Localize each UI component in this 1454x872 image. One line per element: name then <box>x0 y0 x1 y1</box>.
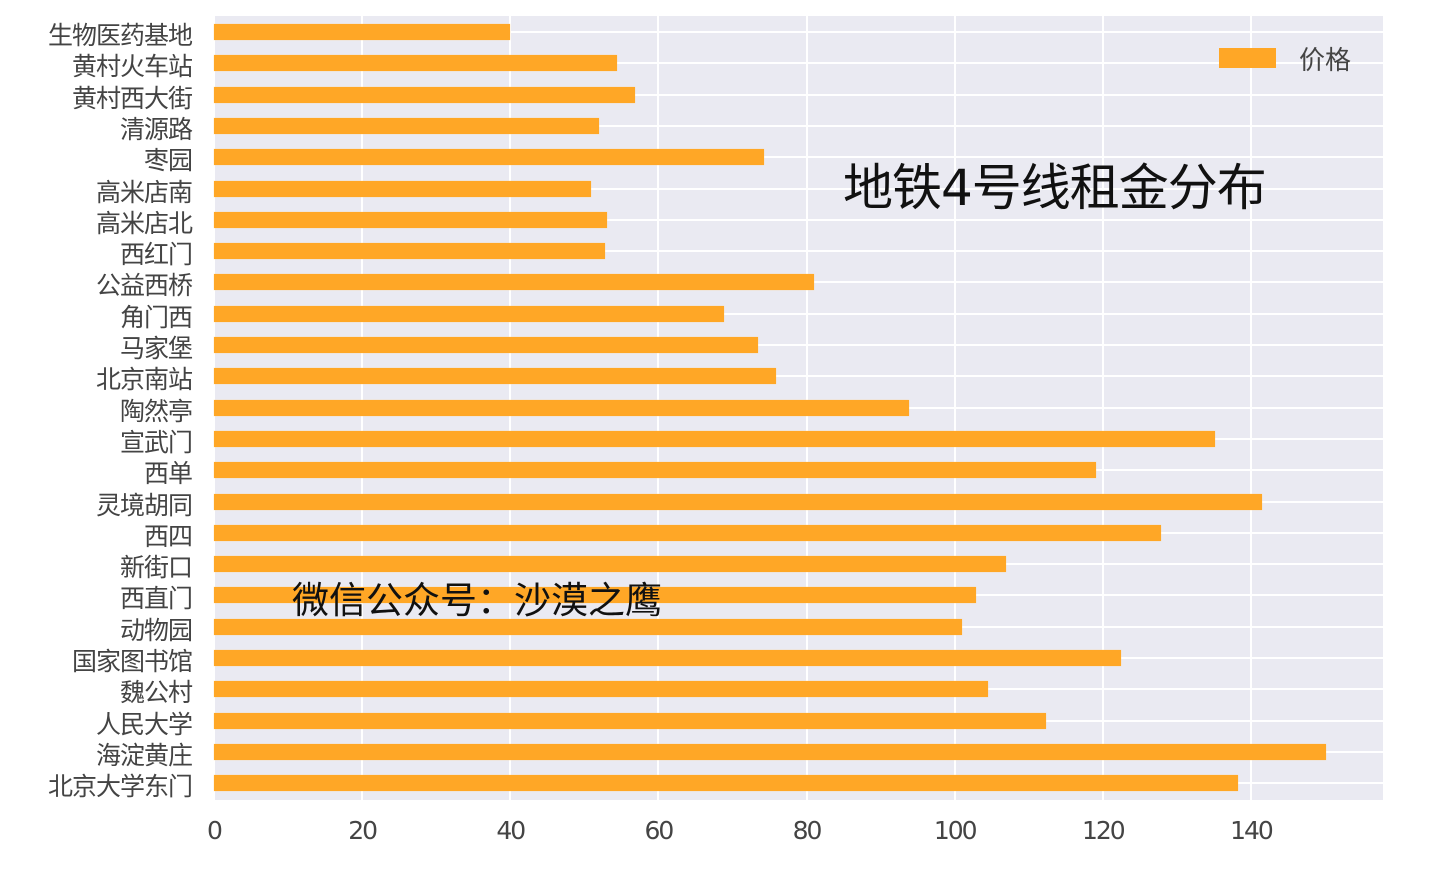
y-category-label: 北京大学东门 <box>47 772 193 802</box>
grid-line-horizontal <box>214 124 1383 127</box>
bar-23 <box>214 743 1326 760</box>
bar-20 <box>214 650 1122 666</box>
grid-line-horizontal <box>214 344 1383 346</box>
bar-11 <box>214 368 777 385</box>
grid-line-horizontal <box>214 156 1383 159</box>
y-category-label: 角门西 <box>119 302 193 332</box>
y-category-label: 北京南站 <box>95 365 193 395</box>
y-category-label: 西单 <box>143 459 193 489</box>
grid-line-horizontal <box>214 375 1383 378</box>
y-category-label: 海淀黄庄 <box>95 740 193 770</box>
y-category-label: 动物园 <box>119 615 193 645</box>
y-category-label: 灵境胡同 <box>95 490 193 520</box>
bar-4 <box>214 149 765 166</box>
bar-0 <box>214 24 511 40</box>
y-category-label: 黄村火车站 <box>71 52 193 82</box>
y-category-label: 新街口 <box>119 553 193 583</box>
bar-15 <box>214 493 1263 510</box>
x-tick-label: 120 <box>1081 816 1126 845</box>
y-category-label: 魏公村 <box>119 678 193 708</box>
bar-9 <box>214 305 725 322</box>
bar-2 <box>214 86 635 103</box>
x-tick-label: 0 <box>207 816 223 845</box>
bar-7 <box>214 243 606 260</box>
grid-line-horizontal <box>214 218 1383 221</box>
bar-14 <box>214 462 1097 479</box>
legend-label-price: 价格 <box>1299 46 1352 76</box>
grid-line-horizontal <box>214 31 1383 33</box>
x-tick-label: 20 <box>348 816 378 845</box>
bar-21 <box>214 681 989 698</box>
x-tick-label: 80 <box>792 816 823 845</box>
y-category-label: 国家图书馆 <box>71 647 193 676</box>
y-category-label: 生物医药基地 <box>47 21 193 50</box>
y-category-label: 宣武门 <box>119 427 193 457</box>
plot-area <box>213 16 1383 800</box>
y-category-label: 公益西桥 <box>95 271 193 301</box>
y-category-label: 陶然亭 <box>119 396 193 426</box>
watermark-text: 微信公众号：沙漠之鹰 <box>292 579 662 622</box>
y-category-label: 清源路 <box>119 114 193 144</box>
y-category-label: 枣园 <box>143 146 193 176</box>
y-category-label: 高米店北 <box>95 208 193 238</box>
grid-line-horizontal <box>214 93 1383 96</box>
y-category-label: 马家堡 <box>119 334 193 363</box>
x-tick-label: 100 <box>933 816 978 845</box>
bar-19 <box>214 618 963 635</box>
bar-13 <box>214 430 1215 447</box>
bar-17 <box>214 556 1006 573</box>
bar-1 <box>214 55 617 72</box>
grid-line-horizontal <box>214 62 1383 65</box>
x-tick-label: 140 <box>1230 816 1274 845</box>
y-category-label: 人民大学 <box>95 709 193 739</box>
grid-line-horizontal <box>214 312 1383 315</box>
y-category-label: 高米店南 <box>95 177 193 207</box>
y-category-label: 黄村西大街 <box>71 83 193 113</box>
legend-swatch-price <box>1219 48 1276 68</box>
x-tick-label: 40 <box>496 816 526 845</box>
bar-12 <box>214 399 909 416</box>
bar-10 <box>214 337 758 353</box>
bar-24 <box>214 775 1238 792</box>
grid-line-horizontal <box>214 187 1383 190</box>
bar-22 <box>214 712 1046 729</box>
bar-18 <box>214 587 977 604</box>
bar-6 <box>214 211 607 228</box>
bar-16 <box>214 524 1162 541</box>
y-category-label: 西红门 <box>119 240 193 270</box>
bar-8 <box>214 274 814 291</box>
grid-line-horizontal <box>214 250 1383 253</box>
x-tick-label: 60 <box>644 816 675 845</box>
bar-5 <box>214 180 592 197</box>
chart-title: 地铁4号线租金分布 <box>843 159 1267 217</box>
y-category-label: 西直门 <box>119 584 193 614</box>
y-category-label: 西四 <box>143 521 193 551</box>
bar-3 <box>214 117 600 134</box>
